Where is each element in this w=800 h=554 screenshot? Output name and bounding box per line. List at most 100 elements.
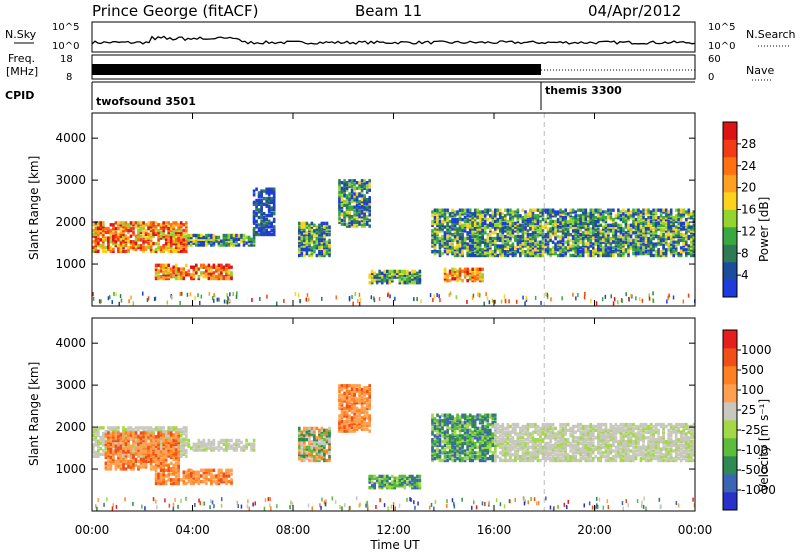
power-echo-cell xyxy=(674,233,678,237)
power-echo-cell xyxy=(556,244,560,248)
power-echo-cell xyxy=(644,251,648,256)
power-echo-cell xyxy=(431,219,434,224)
velocity-echo-cell xyxy=(134,443,138,447)
power-echo-cell xyxy=(576,225,580,229)
power-echo-cell xyxy=(672,246,675,250)
velocity-echo-cell xyxy=(122,428,125,432)
power-echo-cell xyxy=(272,198,276,203)
power-echo-cell xyxy=(476,234,479,239)
power-echo-cell xyxy=(662,234,665,239)
power-echo-cell xyxy=(355,198,359,202)
power-echo-cell xyxy=(642,238,645,243)
velocity-echo-cell xyxy=(154,442,158,446)
power-echo-cell xyxy=(463,240,467,244)
velocity-echo-cell xyxy=(159,426,163,430)
velocity-echo-cell xyxy=(338,397,341,401)
velocity-echo-cell xyxy=(109,442,113,446)
power-echo-cell xyxy=(594,234,598,239)
power-echo-cell xyxy=(139,234,143,238)
velocity-echo-cell xyxy=(323,455,326,459)
power-noise-cell xyxy=(213,293,215,298)
velocity-echo-cell xyxy=(182,472,186,476)
power-echo-cell xyxy=(468,238,472,243)
power-echo-cell xyxy=(262,215,266,220)
power-echo-cell xyxy=(524,219,527,224)
power-echo-cell xyxy=(164,275,168,279)
power-echo-cell xyxy=(632,240,635,244)
velocity-echo-cell xyxy=(350,397,354,401)
power-echo-cell xyxy=(529,234,532,239)
power-echo-cell xyxy=(679,214,683,218)
power-echo-cell xyxy=(624,231,628,235)
power-echo-cell xyxy=(599,231,603,235)
power-echo-cell xyxy=(448,246,452,250)
velocity-echo-cell xyxy=(348,423,351,428)
velocity-echo-cell xyxy=(328,436,331,440)
power-echo-cell xyxy=(644,246,648,250)
velocity-echo-cell xyxy=(308,455,311,459)
power-echo-cell xyxy=(212,237,216,241)
power-echo-cell xyxy=(403,281,407,285)
power-echo-cell xyxy=(634,253,638,258)
power-echo-cell xyxy=(119,221,123,225)
power-echo-cell xyxy=(471,267,474,271)
power-echo-cell xyxy=(491,240,495,244)
velocity-echo-cell xyxy=(222,472,226,476)
power-echo-cell xyxy=(436,227,439,231)
power-echo-cell xyxy=(252,219,256,223)
power-echo-cell xyxy=(674,248,678,252)
power-echo-cell xyxy=(406,271,409,275)
power-echo-cell xyxy=(137,232,140,236)
velocity-echo-cell xyxy=(240,446,243,450)
velocity-echo-cell xyxy=(192,442,196,446)
power-echo-cell xyxy=(524,236,527,241)
power-echo-cell xyxy=(657,236,660,241)
power-echo-cell xyxy=(549,214,552,218)
power-echo-cell xyxy=(164,225,168,229)
velocity-echo-cell xyxy=(132,467,135,471)
velocity-echo-cell xyxy=(210,480,213,484)
velocity-echo-cell xyxy=(225,468,228,472)
power-echo-cell xyxy=(516,223,520,227)
power-echo-cell xyxy=(167,230,170,235)
power-echo-cell xyxy=(328,225,331,229)
velocity-echo-cell xyxy=(343,386,346,390)
velocity-echo-cell xyxy=(112,444,115,448)
velocity-echo-cell xyxy=(127,426,130,430)
power-echo-cell xyxy=(458,212,462,216)
velocity-echo-cell xyxy=(112,450,115,454)
power-echo-cell xyxy=(114,236,118,240)
power-echo-cell xyxy=(134,238,138,242)
power-echo-cell xyxy=(494,250,497,254)
power-echo-cell xyxy=(509,251,512,256)
velocity-echo-cell xyxy=(225,470,228,474)
nsky-series xyxy=(91,35,696,45)
power-echo-cell xyxy=(169,243,173,248)
power-echo-cell xyxy=(205,275,208,279)
power-echo-cell xyxy=(122,221,125,225)
power-echo-cell xyxy=(514,210,517,214)
power-echo-cell xyxy=(594,210,598,214)
power-echo-cell xyxy=(129,221,133,225)
power-echo-cell xyxy=(345,207,349,211)
power-echo-cell xyxy=(624,240,628,244)
velocity-echo-cell xyxy=(109,438,113,443)
power-noise-cell xyxy=(546,292,549,297)
velocity-echo-cell xyxy=(124,459,128,463)
power-echo-cell xyxy=(355,181,359,185)
power-echo-cell xyxy=(353,205,356,209)
power-echo-cell xyxy=(466,248,469,252)
power-echo-cell xyxy=(451,227,454,231)
power-echo-cell xyxy=(179,242,183,246)
power-echo-cell xyxy=(468,221,472,226)
power-echo-cell xyxy=(667,236,670,241)
power-echo-cell xyxy=(629,229,633,233)
power-echo-cell xyxy=(664,212,668,216)
power-echo-cell xyxy=(345,215,349,219)
power-echo-cell xyxy=(561,248,565,252)
power-echo-cell xyxy=(597,217,600,222)
power-echo-cell xyxy=(571,248,575,252)
velocity-echo-cell xyxy=(159,450,163,454)
velocity-echo-cell xyxy=(308,447,311,451)
velocity-echo-cell xyxy=(177,481,180,486)
